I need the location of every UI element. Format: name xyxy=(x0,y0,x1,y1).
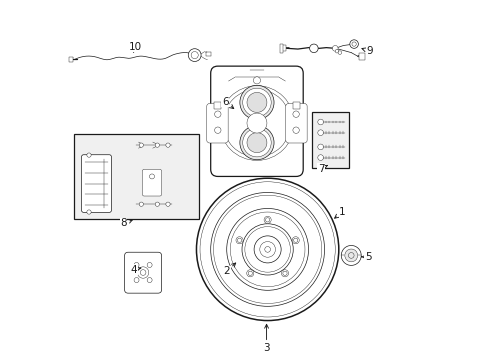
Circle shape xyxy=(291,237,299,244)
Circle shape xyxy=(87,210,91,214)
FancyBboxPatch shape xyxy=(81,155,111,212)
Circle shape xyxy=(317,155,323,161)
Text: 10: 10 xyxy=(129,41,142,52)
Circle shape xyxy=(214,111,221,117)
Circle shape xyxy=(165,202,170,206)
FancyBboxPatch shape xyxy=(124,252,161,293)
FancyBboxPatch shape xyxy=(206,103,228,143)
Circle shape xyxy=(332,45,337,51)
Circle shape xyxy=(139,202,143,206)
Bar xyxy=(358,53,364,60)
Circle shape xyxy=(196,178,338,320)
Circle shape xyxy=(214,127,221,134)
Text: 6: 6 xyxy=(222,97,233,109)
Circle shape xyxy=(139,143,143,147)
Bar xyxy=(280,44,283,53)
Bar xyxy=(214,102,221,109)
Circle shape xyxy=(240,126,273,160)
Bar xyxy=(292,102,299,109)
Circle shape xyxy=(317,144,323,150)
Circle shape xyxy=(349,40,358,48)
Circle shape xyxy=(226,208,308,290)
Circle shape xyxy=(242,224,293,275)
Text: 7: 7 xyxy=(317,163,327,174)
Text: 9: 9 xyxy=(361,46,372,56)
Circle shape xyxy=(254,236,281,263)
Circle shape xyxy=(281,270,288,277)
Circle shape xyxy=(242,88,271,117)
Circle shape xyxy=(317,130,323,135)
Circle shape xyxy=(246,133,266,153)
Circle shape xyxy=(188,49,201,62)
Bar xyxy=(311,112,349,167)
Circle shape xyxy=(309,44,318,53)
Circle shape xyxy=(246,270,253,277)
Circle shape xyxy=(240,85,273,120)
Text: 8: 8 xyxy=(120,219,132,228)
Circle shape xyxy=(246,113,266,133)
Circle shape xyxy=(292,127,299,134)
Circle shape xyxy=(292,111,299,117)
Circle shape xyxy=(236,237,243,244)
Circle shape xyxy=(149,174,154,179)
Text: 1: 1 xyxy=(334,207,345,218)
Circle shape xyxy=(337,51,341,54)
Circle shape xyxy=(264,216,271,224)
Text: 5: 5 xyxy=(361,252,371,262)
Circle shape xyxy=(242,129,271,157)
Circle shape xyxy=(87,153,91,157)
Bar xyxy=(69,57,73,62)
FancyBboxPatch shape xyxy=(285,103,306,143)
Circle shape xyxy=(155,202,159,206)
Circle shape xyxy=(344,249,357,262)
Circle shape xyxy=(155,143,159,147)
Circle shape xyxy=(134,278,139,283)
Bar xyxy=(281,45,285,51)
Circle shape xyxy=(165,143,170,147)
FancyBboxPatch shape xyxy=(142,169,161,196)
Text: 2: 2 xyxy=(223,263,235,276)
Text: 4: 4 xyxy=(131,265,141,275)
Circle shape xyxy=(335,49,338,53)
Circle shape xyxy=(341,246,361,265)
Circle shape xyxy=(147,262,152,267)
FancyBboxPatch shape xyxy=(210,66,303,176)
Circle shape xyxy=(134,262,139,267)
Circle shape xyxy=(191,51,198,59)
Circle shape xyxy=(246,93,266,112)
Circle shape xyxy=(253,77,260,84)
Bar xyxy=(74,134,199,219)
Circle shape xyxy=(147,278,152,283)
Circle shape xyxy=(317,119,323,125)
Circle shape xyxy=(137,267,148,278)
Text: 3: 3 xyxy=(263,324,269,353)
